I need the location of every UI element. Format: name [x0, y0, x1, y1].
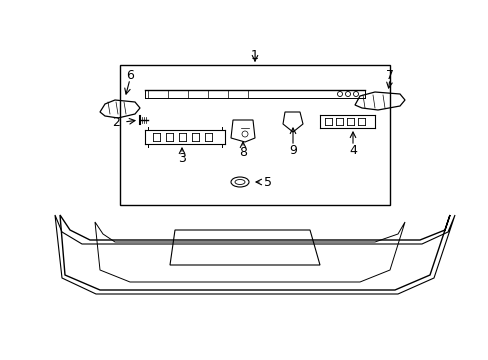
- Text: 3: 3: [178, 152, 185, 165]
- Text: 7: 7: [385, 68, 393, 81]
- Text: 5: 5: [264, 176, 271, 189]
- Text: 9: 9: [288, 144, 296, 157]
- Text: 4: 4: [348, 144, 356, 157]
- Text: 1: 1: [250, 49, 259, 62]
- Text: 6: 6: [126, 68, 134, 81]
- Text: 2: 2: [112, 116, 120, 129]
- Text: 8: 8: [239, 145, 246, 158]
